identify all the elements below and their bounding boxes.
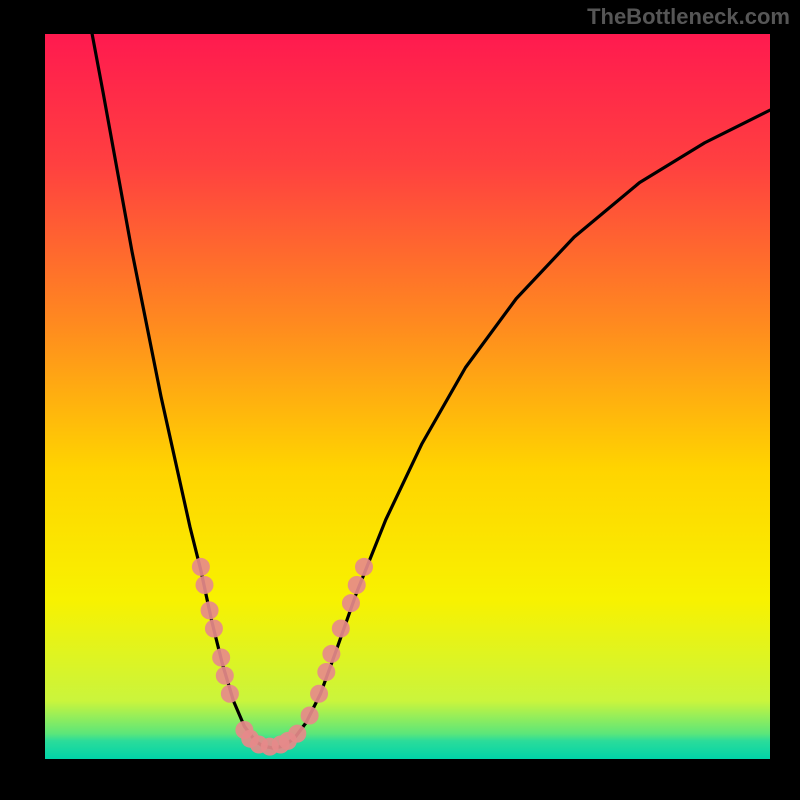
data-marker: [201, 601, 219, 619]
data-marker: [301, 707, 319, 725]
data-marker: [342, 594, 360, 612]
watermark-text: TheBottleneck.com: [587, 4, 790, 30]
bottleneck-curve: [92, 34, 770, 748]
plot-area: [45, 34, 770, 759]
data-marker: [322, 645, 340, 663]
plot-svg: [45, 34, 770, 759]
data-marker: [196, 576, 214, 594]
data-marker: [205, 620, 223, 638]
data-marker: [317, 663, 335, 681]
data-marker: [192, 558, 210, 576]
data-marker: [216, 667, 234, 685]
data-marker: [310, 685, 328, 703]
data-marker: [348, 576, 366, 594]
marker-group: [192, 558, 373, 756]
data-marker: [288, 725, 306, 743]
data-marker: [212, 649, 230, 667]
data-marker: [355, 558, 373, 576]
data-marker: [221, 685, 239, 703]
data-marker: [332, 620, 350, 638]
